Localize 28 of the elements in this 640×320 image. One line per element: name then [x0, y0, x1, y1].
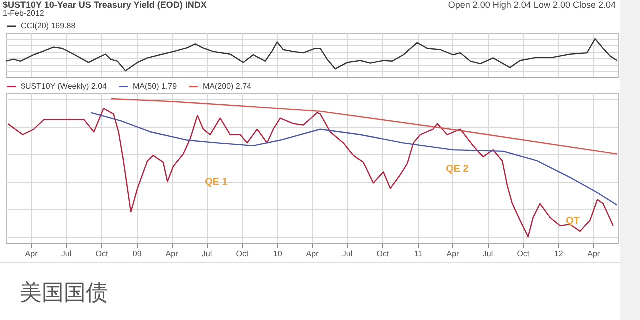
x-tick-label: 09: [132, 250, 142, 258]
x-tick-label: Apr: [446, 250, 460, 258]
chart-subtitle: 1-Feb-2012: [3, 9, 44, 18]
x-tick-label: 12: [554, 250, 564, 258]
x-tick-label: Oct: [517, 250, 530, 258]
chart-title: $UST10Y 10-Year US Treasury Yield (EOD) INDX: [3, 0, 207, 10]
annotation: QE 2: [446, 164, 469, 175]
x-tick-label: Oct: [236, 250, 250, 258]
x-tick-label: Jul: [482, 250, 494, 258]
annotation: QE 1: [205, 177, 228, 188]
text: 美国国债: [20, 280, 108, 308]
x-tick-label: Apr: [25, 250, 38, 258]
legend-label: CCI(20) 169.88: [21, 22, 76, 30]
x-tick-label: Oct: [96, 250, 109, 258]
annotation: QT: [566, 216, 580, 227]
x-tick-label: Jul: [61, 250, 72, 258]
x-tick-label: Jul: [202, 250, 212, 258]
x-tick-label: 11: [414, 250, 424, 258]
legend-label: MA(200) 2.74: [203, 82, 252, 91]
x-tick-label: Apr: [588, 250, 600, 258]
legend-label: MA(50) 1.79: [133, 82, 178, 91]
legend-label: $UST10Y (Weekly) 2.04: [21, 82, 108, 91]
x-tick-label: Apr: [306, 250, 320, 258]
x-tick-label: Apr: [166, 250, 179, 258]
x-tick-label: Oct: [376, 250, 390, 258]
x-tick-label: Jul: [342, 250, 353, 258]
x-tick-label: 10: [273, 250, 283, 258]
text: Open 2.00 High 2.04 Low 2.00 Close 2.04: [448, 0, 616, 10]
